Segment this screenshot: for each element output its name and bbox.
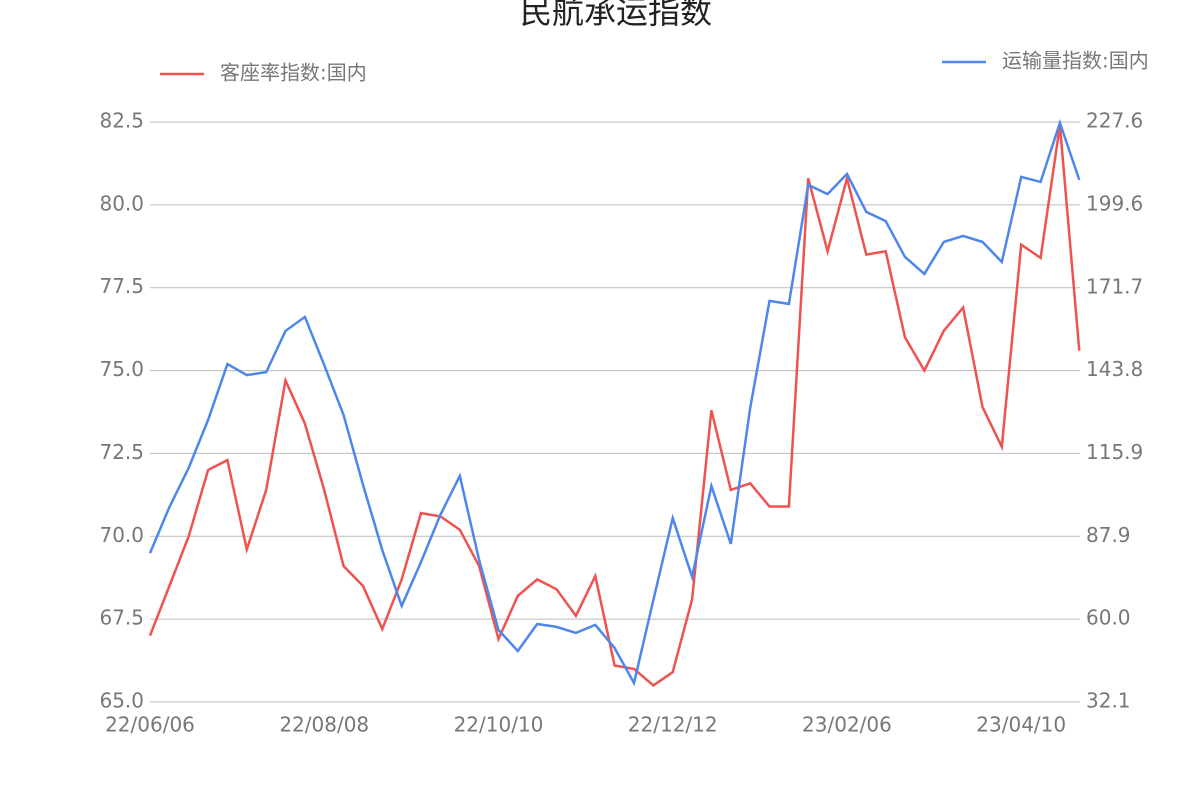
x-tick-label: 22/08/08 (279, 713, 369, 737)
x-tick-label: 22/06/06 (105, 713, 195, 737)
x-tick-label: 23/04/10 (976, 713, 1066, 737)
y-tick-label: 80.0 (99, 191, 144, 215)
y-tick-label: 65.0 (99, 689, 144, 713)
x-tick-label: 23/02/06 (802, 713, 892, 737)
y2-tick-label: 115.9 (1086, 440, 1143, 464)
x-tick-label: 22/10/10 (454, 713, 544, 737)
y2-tick-label: 32.1 (1086, 689, 1131, 713)
y-tick-label: 77.5 (99, 274, 144, 298)
y-tick-label: 72.5 (99, 440, 144, 464)
y-tick-label: 75.0 (99, 357, 144, 381)
legend-label: 运输量指数:国内 (1002, 49, 1149, 73)
y-tick-label: 67.5 (99, 606, 144, 630)
y2-tick-label: 143.8 (1086, 357, 1143, 381)
legend-label: 客座率指数:国内 (220, 61, 367, 85)
y2-tick-label: 87.9 (1086, 523, 1131, 547)
y2-tick-label: 227.6 (1086, 109, 1143, 133)
y2-tick-label: 60.0 (1086, 606, 1131, 630)
series-line (148, 118, 1081, 687)
y-tick-label: 82.5 (99, 109, 144, 133)
series-line (148, 125, 1081, 687)
x-tick-label: 22/12/12 (628, 713, 718, 737)
y2-tick-label: 199.6 (1086, 192, 1143, 216)
y-tick-label: 70.0 (99, 523, 144, 547)
y2-tick-label: 171.7 (1086, 274, 1143, 298)
chart-title: 民航承运指数 (520, 0, 712, 31)
